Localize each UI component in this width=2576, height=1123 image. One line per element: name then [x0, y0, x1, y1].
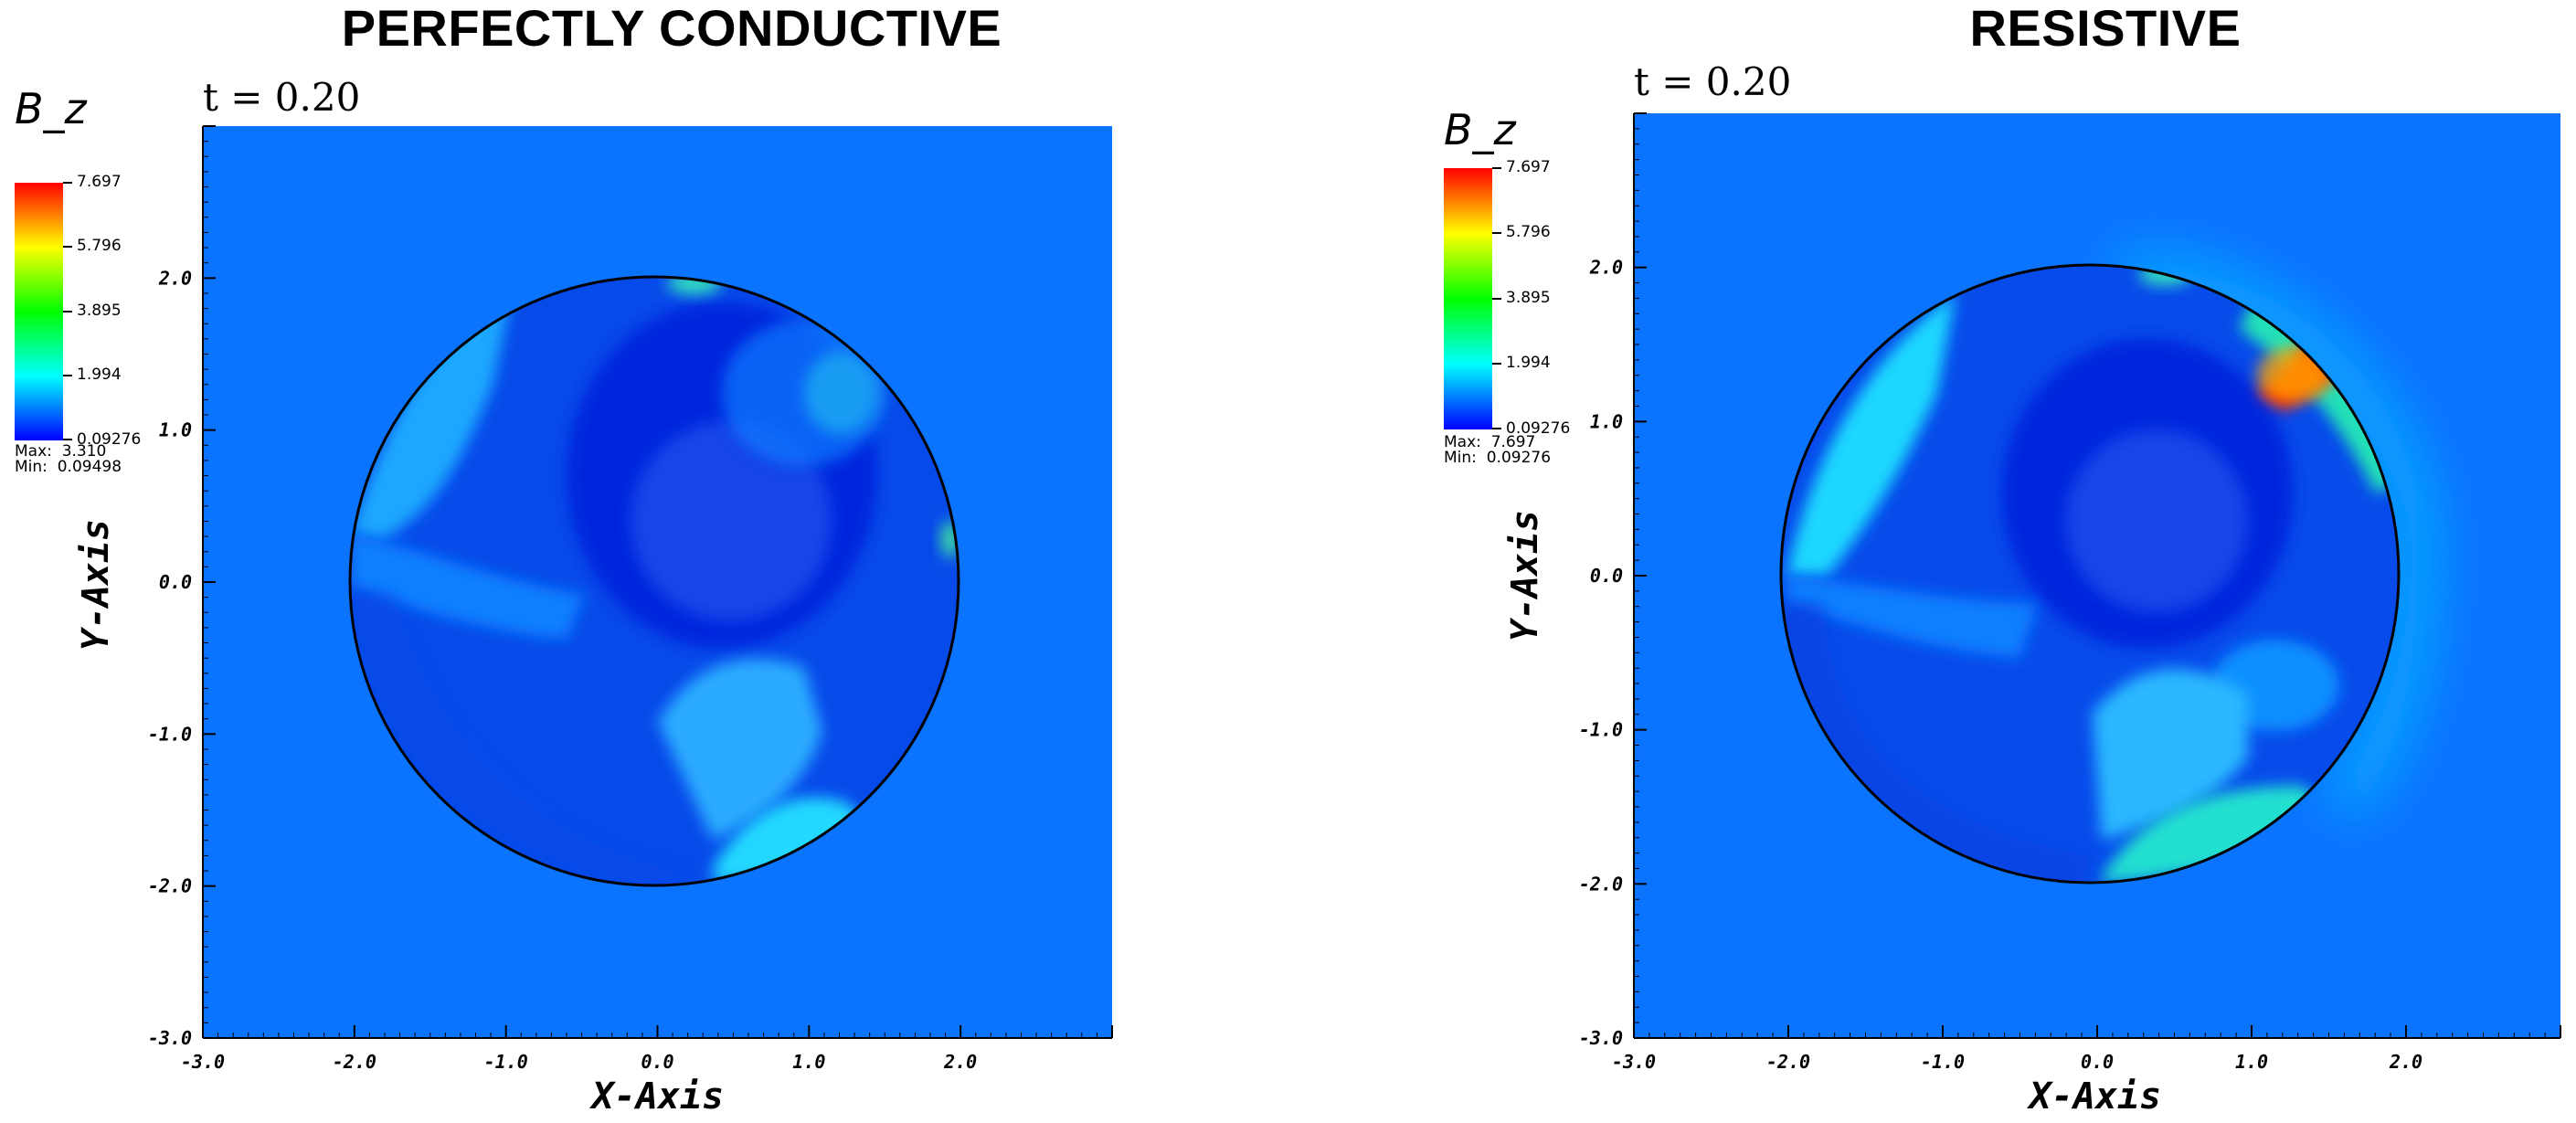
left-x-tick-label: -2.0	[333, 1051, 376, 1073]
left-colorbar-tick	[63, 246, 72, 248]
right-boundary-circle	[1779, 263, 2401, 885]
right-colorbar-label: 1.994	[1506, 354, 1551, 372]
left-colorbar-label: 3.895	[77, 302, 122, 320]
right-y-axis-title: Y-Axis	[1504, 510, 1546, 642]
left-colorbar-label: 0.09276	[77, 430, 142, 449]
left-colorbar-tick	[63, 375, 72, 376]
left-y-tick-label: -3.0	[148, 1027, 192, 1049]
right-x-tick-label: 1.0	[2235, 1051, 2268, 1073]
left-stats-max-label: Max:	[15, 442, 52, 461]
right-x-tick-label: -1.0	[1921, 1051, 1965, 1073]
left-field	[203, 126, 1112, 1038]
left-variable-label: B_z	[15, 84, 87, 133]
right-stats: Max: 7.697 Min: 0.09276	[1444, 435, 1551, 466]
left-y-axis-title: Y-Axis	[75, 519, 117, 652]
right-y-tick-label: 0.0	[1590, 565, 1623, 587]
right-axes: -3.0 -2.0 -1.0 0.0 1.0 2.0 -3.0 -2.0 -1.0 0.0 1.0 2…	[1579, 112, 2561, 1073]
right-colorbar-label: 0.09276	[1506, 419, 1571, 438]
left-axes: -3.0 -2.0 -1.0 0.0 1.0 2.0 -3.0 -2.0 -1.0 0.0 1.0 2…	[148, 125, 1113, 1073]
left-boundary-circle	[348, 275, 960, 887]
right-x-tick-label: 2.0	[2389, 1051, 2422, 1073]
right-stats-min-value: 0.09276	[1486, 449, 1552, 467]
right-colorbar-tick	[1492, 232, 1501, 234]
right-y-tick-label: 2.0	[1589, 257, 1623, 279]
right-colorbar-label: 5.796	[1506, 223, 1551, 241]
right-y-tick-label: -1.0	[1579, 719, 1623, 741]
left-x-tick-label: 1.0	[792, 1051, 825, 1073]
left-colorbar-tick	[63, 182, 72, 184]
right-panel-title: RESISTIVE	[1969, 0, 2242, 57]
left-y-tick-label: 0.0	[159, 571, 192, 593]
left-x-tick-label: 2.0	[943, 1051, 977, 1073]
right-stats-min-label: Min:	[1444, 449, 1477, 467]
left-x-tick-label: -1.0	[484, 1051, 528, 1073]
right-y-tick-label: -2.0	[1579, 873, 1623, 895]
right-x-tick-label: 0.0	[2081, 1051, 2114, 1073]
left-stats: Max: 3.310 Min: 0.09498	[15, 444, 122, 475]
right-time-label: t = 0.20	[1634, 59, 1792, 104]
right-colorbar-label: 7.697	[1506, 158, 1551, 176]
right-colorbar	[1444, 168, 1492, 429]
right-colorbar-tick	[1492, 428, 1501, 429]
left-panel-title: PERFECTLY CONDUCTIVE	[341, 0, 1002, 57]
right-y-tick-label: 1.0	[1590, 410, 1623, 432]
right-x-tick-label: -2.0	[1766, 1051, 1810, 1073]
left-y-tick-label: 2.0	[158, 267, 192, 289]
right-x-tick-label: -3.0	[1612, 1051, 1656, 1073]
left-x-tick-label: 0.0	[641, 1051, 673, 1073]
right-variable-label: B_z	[1444, 105, 1516, 154]
left-x-tick-label: -3.0	[181, 1051, 225, 1073]
left-y-tick-label: -1.0	[148, 723, 192, 745]
left-stats-min-label: Min:	[15, 458, 48, 476]
left-colorbar	[15, 183, 63, 440]
left-colorbar-tick	[63, 439, 72, 440]
right-field	[1634, 113, 2560, 1038]
left-colorbar-label: 5.796	[77, 237, 122, 255]
right-y-tick-label: -3.0	[1579, 1027, 1623, 1049]
right-x-axis-title: X-Axis	[2027, 1075, 2162, 1118]
right-colorbar-label: 3.895	[1506, 289, 1551, 307]
left-colorbar-tick	[63, 311, 72, 313]
left-time-label: t = 0.20	[203, 75, 361, 120]
left-y-tick-label: -2.0	[148, 875, 192, 897]
left-stats-min-value: 0.09498	[57, 458, 122, 476]
right-stats-max-label: Max:	[1444, 433, 1481, 451]
left-colorbar-label: 7.697	[77, 173, 122, 191]
left-y-tick-label: 1.0	[159, 419, 192, 441]
left-stats-max-value: 3.310	[61, 442, 107, 461]
right-colorbar-tick	[1492, 167, 1501, 169]
right-stats-max-value: 7.697	[1490, 433, 1536, 451]
left-x-axis-title: X-Axis	[589, 1075, 725, 1118]
left-colorbar-label: 1.994	[77, 366, 122, 384]
right-colorbar-tick	[1492, 298, 1501, 300]
right-colorbar-tick	[1492, 363, 1501, 365]
